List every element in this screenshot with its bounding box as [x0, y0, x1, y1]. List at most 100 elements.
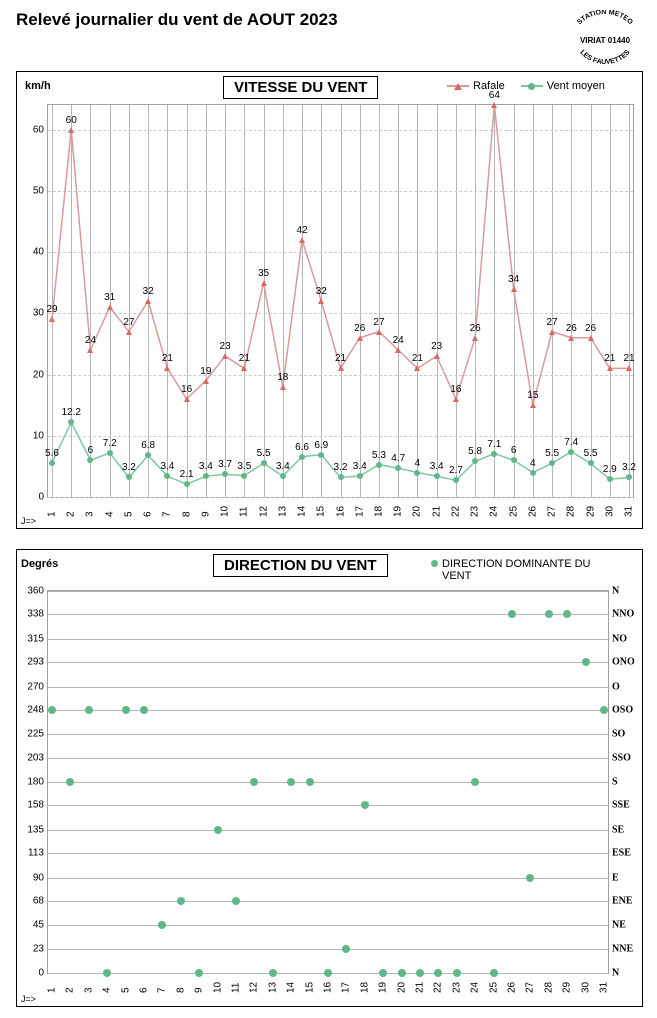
ventmoyen-label: 3.2: [122, 462, 136, 473]
ventmoyen-label: 4.7: [391, 453, 405, 464]
rafale-label: 27: [373, 317, 384, 328]
x-tick: 11: [231, 983, 242, 993]
ventmoyen-label: 12.2: [61, 407, 80, 418]
x-tick: 29: [562, 982, 573, 993]
x-tick: 17: [354, 506, 365, 517]
direction-point: [490, 969, 498, 977]
triangle-icon: [184, 396, 190, 402]
y-tick: 360: [27, 586, 44, 597]
y-tick-right: O: [612, 681, 620, 692]
circle-icon: [526, 874, 534, 882]
rafale-point: [453, 396, 459, 402]
ventmoyen-point: [568, 449, 574, 455]
x-tick: 12: [249, 982, 260, 993]
rafale-point: [261, 280, 267, 286]
direction-point: [250, 778, 258, 786]
x-tick: 6: [143, 511, 154, 517]
x-tick: 21: [431, 506, 442, 517]
ventmoyen-label: 3.4: [430, 461, 444, 472]
y-tick: 20: [33, 369, 44, 380]
rafale-point: [68, 127, 74, 133]
x-tick: 11: [239, 507, 250, 517]
circle-icon: [195, 969, 203, 977]
ventmoyen-label: 5.5: [257, 448, 271, 459]
ventmoyen-point: [414, 470, 420, 476]
y-tick-right: ESE: [612, 848, 631, 859]
ventmoyen-label: 6: [88, 445, 94, 456]
direction-point: [306, 778, 314, 786]
ventmoyen-point: [530, 470, 536, 476]
rafale-label: 32: [143, 286, 154, 297]
circle-icon: [122, 706, 130, 714]
circle-icon: [471, 778, 479, 786]
circle-icon: [511, 457, 517, 463]
rafale-label: 19: [200, 366, 211, 377]
x-tick: 9: [194, 987, 205, 993]
gridline: [48, 782, 608, 783]
circle-icon: [85, 706, 93, 714]
rafale-point: [376, 329, 382, 335]
gridline: [48, 614, 608, 615]
direction-point: [398, 969, 406, 977]
x-tick: 3: [85, 511, 96, 517]
circle-icon: [49, 460, 55, 466]
x-tick: 26: [507, 982, 518, 993]
y-tick-right: SSO: [612, 752, 631, 763]
ventmoyen-label: 7.2: [103, 438, 117, 449]
y-tick: 68: [33, 895, 44, 906]
direction-point: [582, 658, 590, 666]
triangle-icon: [530, 402, 536, 408]
triangle-icon: [568, 335, 574, 341]
circle-icon: [241, 473, 247, 479]
ventmoyen-label: 3.4: [160, 461, 174, 472]
speed-chart-title: VITESSE DU VENT: [223, 76, 378, 99]
x-tick: 8: [175, 987, 186, 993]
rafale-label: 26: [354, 323, 365, 334]
circle-icon: [434, 969, 442, 977]
ventmoyen-label: 6.6: [295, 442, 309, 453]
triangle-icon: [318, 298, 324, 304]
x-tick: 17: [341, 982, 352, 993]
rafale-point: [549, 329, 555, 335]
legend-ventmoyen: Vent moyen: [521, 80, 605, 92]
x-tick: 24: [489, 506, 500, 517]
gridline: [48, 591, 608, 592]
circle-icon: [416, 969, 424, 977]
ventmoyen-label: 2.7: [449, 465, 463, 476]
triangle-icon: [588, 335, 594, 341]
direction-chart: Degrés DIRECTION DU VENT DIRECTION DOMIN…: [16, 549, 643, 1007]
rafale-point: [107, 304, 113, 310]
y-tick-right: NNE: [612, 943, 633, 954]
triangle-icon: [145, 298, 151, 304]
circle-icon: [379, 969, 387, 977]
ventmoyen-point: [299, 454, 305, 460]
ventmoyen-label: 3.4: [276, 461, 290, 472]
circle-icon: [203, 473, 209, 479]
circle-icon: [145, 452, 151, 458]
circle-icon: [545, 610, 553, 618]
y-tick: 180: [27, 777, 44, 788]
y-tick: 315: [27, 633, 44, 644]
direction-point: [269, 969, 277, 977]
ventmoyen-point: [357, 473, 363, 479]
rafale-label: 21: [335, 353, 346, 364]
y-tick-right: OSO: [612, 704, 633, 715]
rafale-label: 32: [316, 286, 327, 297]
circle-icon: [66, 778, 74, 786]
rafale-point: [357, 335, 363, 341]
circle-icon: [287, 778, 295, 786]
svg-text:VIRIAT 01440: VIRIAT 01440: [580, 36, 631, 45]
direction-point: [287, 778, 295, 786]
gridline: [48, 758, 608, 759]
circle-icon: [140, 706, 148, 714]
direction-point: [453, 969, 461, 977]
ventmoyen-label: 5.3: [372, 450, 386, 461]
circle-icon: [306, 778, 314, 786]
rafale-point: [434, 353, 440, 359]
circle-icon: [361, 801, 369, 809]
gridline: [48, 878, 608, 879]
ventmoyen-label: 6.8: [141, 440, 155, 451]
triangle-icon: [491, 102, 497, 108]
circle-icon: [626, 474, 632, 480]
ventmoyen-point: [145, 452, 151, 458]
